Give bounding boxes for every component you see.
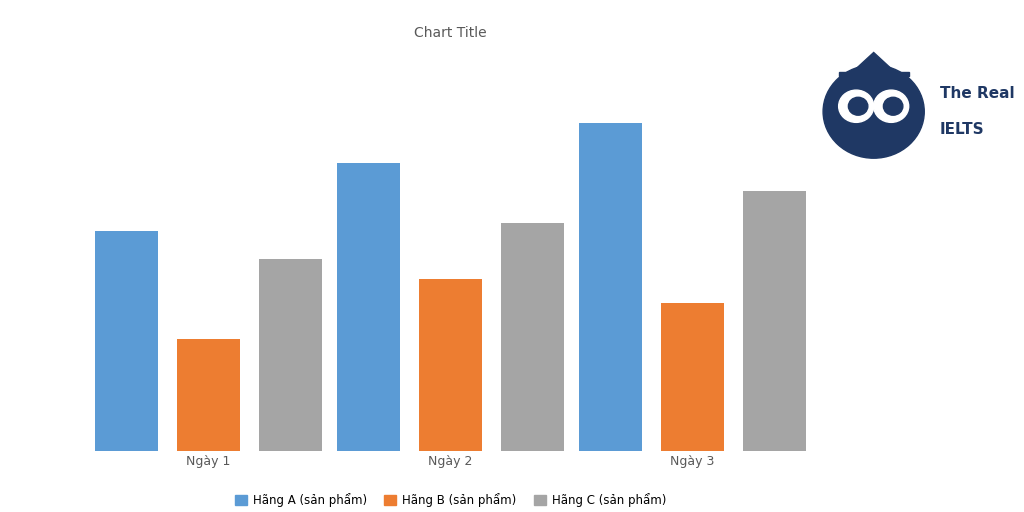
Circle shape: [873, 90, 908, 122]
Bar: [743, 191, 806, 451]
Bar: [579, 123, 642, 451]
Bar: [95, 231, 158, 451]
Bar: [662, 303, 724, 451]
Circle shape: [884, 97, 903, 115]
Title: Chart Title: Chart Title: [415, 26, 486, 40]
Circle shape: [823, 65, 925, 158]
Circle shape: [839, 90, 873, 122]
Text: IELTS: IELTS: [940, 122, 984, 137]
Bar: [177, 339, 240, 451]
Polygon shape: [848, 53, 899, 76]
Bar: [337, 163, 399, 451]
Legend: Hãng A (sản phẩm), Hãng B (sản phẩm), Hãng C (sản phẩm): Hãng A (sản phẩm), Hãng B (sản phẩm), Hã…: [230, 488, 671, 512]
Text: The Real: The Real: [940, 86, 1015, 101]
Circle shape: [848, 97, 868, 115]
Bar: [259, 259, 323, 451]
Bar: [502, 223, 564, 451]
Polygon shape: [839, 72, 908, 76]
Bar: [419, 279, 482, 451]
